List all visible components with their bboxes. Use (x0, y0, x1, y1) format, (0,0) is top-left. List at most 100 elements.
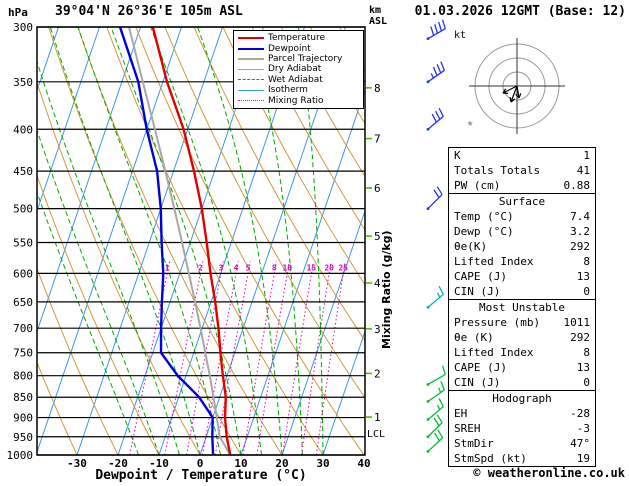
mixing-ratio-line (282, 261, 314, 455)
row-label: SREH (454, 422, 481, 435)
mixing-ratio-label: 8 (272, 263, 277, 272)
km-tick-label: 4 (374, 277, 381, 290)
isotherm-line (37, 27, 182, 454)
mixing-ratio-label: 25 (338, 263, 348, 272)
legend-item: Mixing Ratio (234, 95, 363, 106)
table-row: Totals Totals 41 (449, 163, 595, 178)
table-row: CAPE (J) 13 (449, 360, 595, 375)
storm-motion-marker: ★ (467, 116, 474, 129)
table-row: CIN (J) 0 (449, 375, 595, 390)
indices-table: K 1 Totals Totals 41 PW (cm) 0.88 Surface Temp … (448, 147, 596, 467)
row-value: 19 (576, 452, 590, 465)
wet-adiabat-line (37, 60, 180, 455)
row-label: θe(K) (454, 240, 488, 253)
section-title: Most Unstable (478, 301, 566, 314)
pressure-tick-label: 900 (13, 412, 33, 425)
dewpoint-line (118, 27, 215, 455)
mixing-ratio-label: 5 (246, 263, 251, 272)
table-section: Hodograph EH -28 SREH -3 StmDir 47° StmSpd (kt)… (449, 390, 595, 466)
pressure-tick-label: 700 (13, 322, 33, 335)
row-label: Dewp (°C) (454, 225, 514, 238)
legend-label: Dewpoint (268, 43, 311, 54)
mixing-ratio-line (300, 261, 332, 455)
pressure-axis-unit: hPa (8, 6, 28, 19)
row-value: 292 (570, 331, 590, 344)
row-label: CAPE (J) (454, 270, 507, 283)
legend-line-sample (238, 37, 264, 40)
table-row: StmDir 47° (449, 436, 595, 451)
mixing-ratio-line (186, 261, 224, 455)
x-axis-label: Dewpoint / Temperature (°C) (95, 468, 307, 483)
row-value: 292 (570, 240, 590, 253)
dry-adiabat-line (37, 361, 78, 455)
km-tick-label: 1 (374, 411, 381, 424)
dry-adiabat-line (251, 27, 365, 231)
row-value: 0 (583, 376, 590, 389)
mixing-ratio-line (214, 261, 251, 455)
temperature-line (151, 27, 232, 455)
legend-line-sample (238, 89, 264, 91)
mixing-ratio-line (315, 261, 346, 455)
station-title: 39°04'N 26°36'E 105m ASL (55, 4, 243, 19)
mixing-ratio-label: 1 (165, 263, 170, 272)
legend-label: Temperature (268, 33, 326, 44)
row-value: 13 (576, 361, 590, 374)
profiles (118, 27, 232, 455)
pressure-tick-label: 500 (13, 203, 33, 216)
row-value: -3 (576, 422, 590, 435)
hodograph-wind-vector (515, 85, 522, 99)
legend: Temperature Dewpoint Parcel Trajectory Dry … (233, 30, 364, 109)
row-label: K (454, 149, 461, 162)
km-tick-label: 5 (374, 230, 381, 243)
legend-item: Dewpoint (234, 43, 363, 54)
temp-tick-label: 30 (316, 457, 329, 470)
wind-barb (426, 429, 444, 453)
row-value: 0 (583, 285, 590, 298)
wind-barb (426, 414, 443, 439)
table-section: Most Unstable Pressure (mb) 1011 θe (K) 292 L… (449, 299, 595, 390)
mixing-ratio-label: 2 (198, 263, 203, 272)
temp-tick-label: 40 (357, 457, 370, 470)
km-tick-label: 3 (374, 323, 381, 336)
mixing-ratio-label: 4 (234, 263, 239, 272)
km-tick-label: 8 (374, 82, 381, 95)
legend-line-sample (238, 57, 264, 60)
row-label: PW (cm) (454, 179, 501, 192)
pressure-tick-label: 550 (13, 236, 33, 249)
row-value: 3.2 (570, 225, 590, 238)
legend-label: Wet Adiabat (268, 74, 323, 85)
pressure-tick-label: 300 (13, 21, 33, 34)
row-label: Totals Totals (454, 164, 541, 177)
temp-tick-label: 10 (234, 457, 247, 470)
row-label: θe (K) (454, 331, 494, 344)
row-value: -28 (570, 407, 590, 420)
legend-line-sample (238, 79, 264, 81)
legend-label: Parcel Trajectory (268, 53, 343, 64)
legend-item: Wet Adiabat (234, 75, 363, 85)
legend-label: Dry Adiabat (268, 64, 322, 75)
temp-tick-label: -30 (67, 457, 87, 470)
mixing-ratio-label: 15 (307, 263, 317, 272)
wind-barb (426, 19, 446, 41)
mixing-ratio-axis-label: Mixing Ratio (g/kg) (380, 230, 393, 350)
table-row: EH -28 (449, 406, 595, 421)
pressure-tick-label: 800 (13, 370, 33, 383)
wind-barb (426, 365, 446, 386)
wind-barb (426, 398, 444, 421)
row-value: 41 (576, 164, 590, 177)
lcl-label: LCL (367, 429, 386, 440)
hodograph-svg: ★ (467, 38, 565, 134)
table-row: StmSpd (kt) 19 (449, 451, 595, 466)
row-label: Pressure (mb) (454, 316, 541, 329)
legend-label: Isotherm (268, 85, 308, 96)
legend-line-sample (238, 47, 264, 50)
table-row: Temp (°C) 7.4 (449, 209, 595, 224)
row-label: Lifted Index (454, 255, 534, 268)
row-value: 8 (583, 255, 590, 268)
km-tick-label: 7 (374, 133, 381, 146)
mixing-ratio-label: 10 (282, 263, 292, 272)
row-label: CAPE (J) (454, 361, 507, 374)
km-tick-label: 6 (374, 182, 381, 195)
